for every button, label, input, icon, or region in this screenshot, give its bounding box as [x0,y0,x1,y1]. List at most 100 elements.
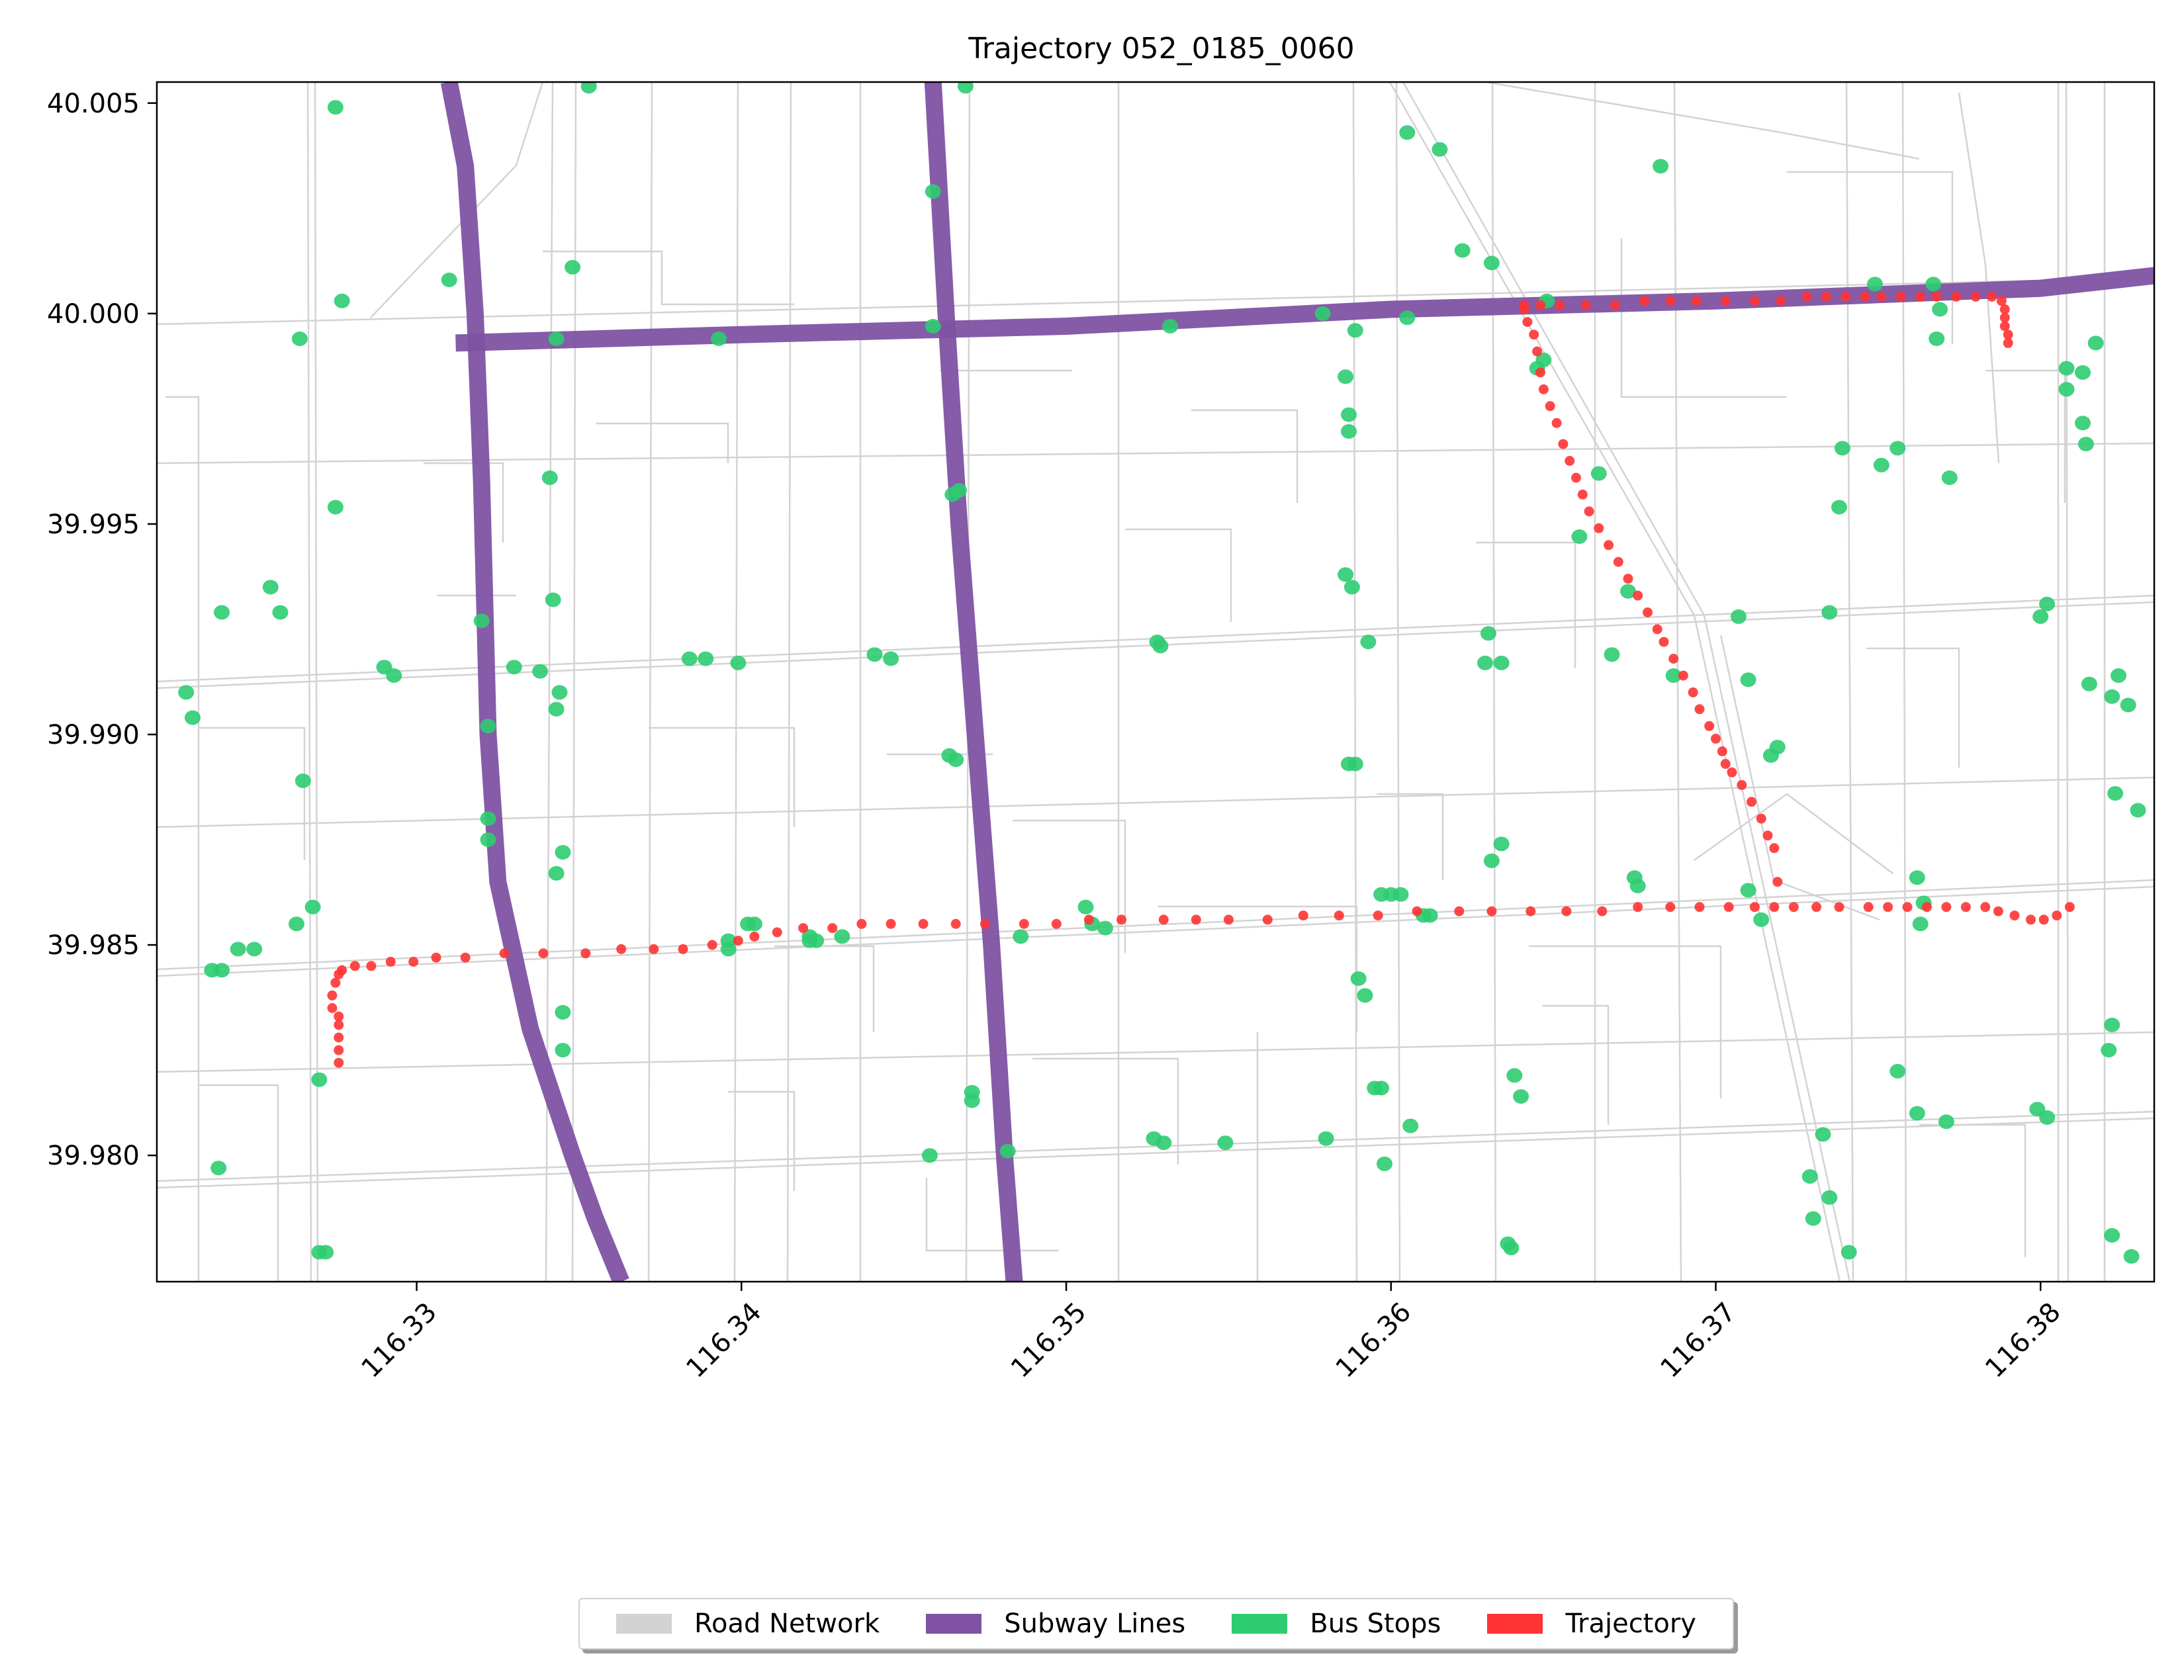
trajectory-point [1633,590,1643,601]
trajectory-point [1678,670,1688,681]
bus-stop-marker [334,293,350,308]
bus-stop-marker [1217,1135,1234,1151]
bus-stop-marker [555,1004,571,1020]
bus-stop-marker [480,832,496,848]
bus-stop-marker [1821,1190,1838,1205]
bus-stop-marker [1347,756,1363,772]
trajectory-point [1915,291,1926,302]
bus-stop-marker [1912,916,1929,932]
trajectory-point [2003,337,2013,348]
trajectory-point [1841,291,1851,302]
bus-stop-marker [1941,470,1958,485]
trajectory-point [1571,472,1581,483]
trajectory-point [327,990,338,1000]
bus-stop-marker [2077,437,2094,452]
legend-label: Subway Lines [1004,1609,1186,1639]
road-network-swatch [616,1614,672,1634]
trajectory-point [334,1032,344,1043]
trajectory-point [1776,296,1786,306]
trajectory-point [749,931,760,942]
trajectory-point [1519,300,1529,310]
road-segment [157,1110,2154,1182]
bus-stops-layer [178,82,2146,1264]
road-segment [728,1090,796,1191]
trajectory-point [772,927,782,938]
trajectory-point [1613,556,1623,567]
bus-stop-marker [711,332,727,346]
bus-stop-marker [1889,1063,1906,1079]
trajectory-point [349,961,360,971]
bus-stop-marker [866,647,883,662]
bus-stop-marker [1503,1241,1520,1256]
trajectory-swatch [1487,1614,1543,1634]
bus-stop-marker [948,752,964,768]
trajectory-point [1223,914,1234,925]
road-segment [165,396,200,1282]
bus-stop-marker [1318,1131,1334,1146]
bus-stop-marker [1338,369,1354,384]
trajectory-point [1623,574,1633,584]
bus-stop-marker [921,1148,938,1163]
legend-item-subway-lines: Subway Lines [926,1609,1185,1639]
bus-stop-marker [999,1143,1016,1159]
trajectory-point [1412,906,1422,916]
bus-stop-marker [1454,243,1471,258]
trajectory-point [1551,418,1562,428]
bus-stop-marker [548,332,565,346]
trajectory-point [334,1057,344,1068]
trajectory-point [327,1003,338,1013]
bus-stop-marker [1506,1068,1523,1083]
bus-stop-marker [1753,912,1770,927]
bus-stop-marker [480,811,496,826]
legend-item-road-network: Road Network [616,1609,880,1639]
trajectory-point [1652,624,1662,635]
bus-stop-marker [1343,580,1360,595]
bus-stop-marker [1314,306,1331,321]
trajectory-point [1723,902,1734,912]
bus-stop-marker [1571,529,1588,544]
trajectory-point [1704,721,1715,731]
trajectory-point [1996,296,2007,306]
bus-stop-marker [1357,988,1373,1003]
bus-stop-marker [230,942,246,957]
plot-frame [156,81,2156,1283]
bus-stop-marker [289,916,304,932]
bus-stop-marker [1815,1127,1831,1142]
trajectory-point [1860,291,1870,302]
trajectory-point [460,952,471,963]
bus-stop-marker [210,1161,227,1176]
trajectory-point [678,944,688,954]
trajectory-point [886,918,896,929]
bus-stop-marker [2111,668,2126,683]
trajectory-point [337,965,347,975]
bus-stop-marker [2039,596,2056,611]
bus-stop-marker [1730,609,1747,624]
bus-stop-marker [327,500,343,515]
trajectory-point [1633,902,1643,912]
road-segment [1673,82,1682,1282]
bus-stop-marker [291,332,308,346]
bus-stop-marker [834,929,850,944]
trajectory-point [1999,304,2010,314]
bus-stop-marker [1483,255,1500,271]
trajectory-point [1980,902,1991,912]
trajectory-point [1668,654,1679,664]
trajectory-point [1727,767,1737,777]
bus-stop-marker [2081,676,2097,691]
bus-stop-marker [1929,332,1945,346]
x-tick-label: 116.34 [680,1297,767,1384]
bus-stop-marker [2075,416,2091,431]
bus-stop-marker [730,655,747,670]
bus-stop-marker [565,259,581,275]
trajectory-point [1717,746,1727,756]
trajectory-point [733,936,743,946]
trajectory-point [1756,813,1766,824]
bus-stop-marker [178,685,195,700]
trajectory-point [1711,733,1721,744]
y-tick-label: 39.990 [47,720,140,750]
trajectory-point [649,944,659,954]
bus-stop-marker [1373,1081,1390,1096]
trajectory-point [1720,759,1731,769]
bus-stop-marker [480,719,496,734]
y-axis: 39.980 39.985 39.990 39.995 40.000 40.005 [47,89,157,1171]
